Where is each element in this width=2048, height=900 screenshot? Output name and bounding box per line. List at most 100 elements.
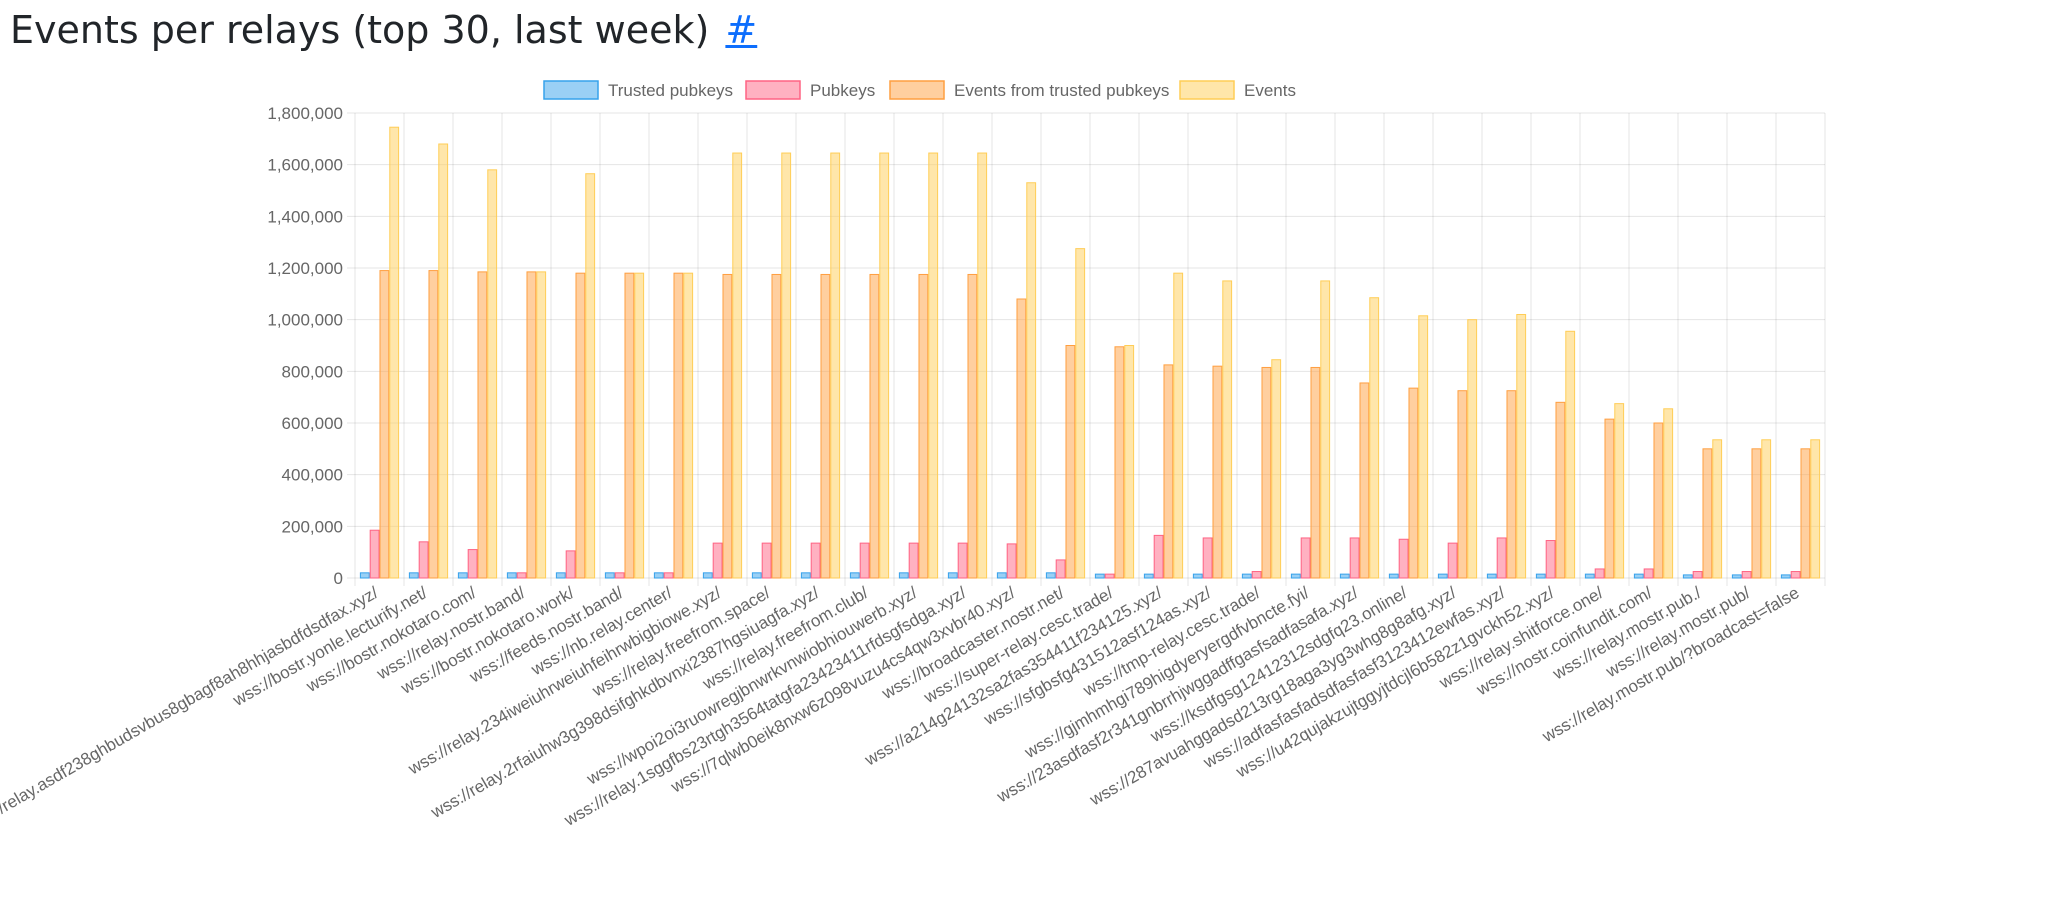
bar <box>918 273 929 579</box>
bar <box>1731 574 1742 579</box>
bar <box>1104 573 1115 579</box>
bar <box>908 542 919 579</box>
bar <box>1388 573 1399 579</box>
y-axis-ticks: 0 200,000 400,000 600,000 800,000 1,000,000 1,… <box>267 104 343 588</box>
bar <box>1398 538 1409 579</box>
x-axis-ticks: wss://relay.asdf238ghbudsvbus8gbagf8ah8h… <box>0 583 1803 838</box>
bar <box>1261 366 1272 579</box>
bar <box>761 542 772 579</box>
bar <box>1300 537 1311 579</box>
bar <box>1633 573 1644 579</box>
bar <box>604 572 615 579</box>
bar <box>928 152 939 579</box>
bar <box>359 572 370 579</box>
bar <box>408 572 419 579</box>
bar <box>575 272 586 579</box>
bar <box>1143 573 1154 579</box>
chart-bars <box>359 126 1821 579</box>
y-tick-label: 1,000,000 <box>267 311 343 330</box>
bar <box>702 572 713 579</box>
legend-label: Events <box>1244 81 1296 100</box>
bar <box>624 272 635 579</box>
bar <box>536 271 547 579</box>
bar <box>1653 422 1664 579</box>
bar <box>1437 573 1448 579</box>
bar <box>957 542 968 579</box>
bar <box>1016 298 1027 579</box>
bar <box>869 273 880 579</box>
bar <box>634 272 645 579</box>
bar <box>820 273 831 579</box>
bar <box>1114 346 1125 579</box>
bar <box>1320 280 1331 579</box>
bar <box>683 272 694 579</box>
bar <box>996 572 1007 579</box>
bar <box>1741 571 1752 579</box>
bar <box>369 529 380 579</box>
bar <box>722 273 733 579</box>
bar <box>849 572 860 579</box>
bar <box>1584 573 1595 579</box>
bar <box>1594 568 1605 579</box>
y-tick-label: 800,000 <box>282 362 343 381</box>
bar <box>771 273 782 579</box>
bar <box>457 572 468 579</box>
bar <box>1810 439 1821 579</box>
bar <box>1418 315 1429 579</box>
chart-grid <box>347 112 1826 586</box>
legend-swatch <box>1179 80 1235 100</box>
bar <box>732 152 743 579</box>
anchor-link[interactable]: # <box>725 8 758 52</box>
bar <box>1271 359 1282 579</box>
legend-label: Pubkeys <box>810 81 875 100</box>
bar <box>1604 418 1615 579</box>
bar <box>1496 537 1507 579</box>
bar <box>418 541 429 579</box>
bar <box>712 542 723 579</box>
bar <box>830 152 841 579</box>
bar <box>1712 439 1723 579</box>
bar <box>1094 573 1105 579</box>
bar <box>467 549 478 579</box>
bar <box>1516 314 1527 579</box>
bar <box>1643 568 1654 579</box>
bar <box>526 271 537 579</box>
bar <box>1790 571 1801 579</box>
bar <box>673 272 684 579</box>
bar <box>1075 248 1086 579</box>
bar <box>751 572 762 579</box>
y-tick-label: 1,400,000 <box>267 207 343 226</box>
bar <box>1780 574 1791 579</box>
bar <box>947 572 958 579</box>
x-tick-label: wss://bostr.yonle.lecturify.net/ <box>229 583 431 710</box>
bar <box>1212 365 1223 579</box>
legend-swatch <box>543 80 599 100</box>
bar <box>1310 366 1321 579</box>
bar <box>438 143 449 579</box>
y-tick-label: 1,800,000 <box>267 104 343 123</box>
bar <box>1486 573 1497 579</box>
bar <box>1800 448 1811 579</box>
chart-legend: Trusted pubkeys Pubkeys Events from truste… <box>543 80 1296 100</box>
bar <box>1555 401 1566 579</box>
bar <box>1545 540 1556 579</box>
bar <box>1290 573 1301 579</box>
y-tick-label: 400,000 <box>282 466 343 485</box>
bar <box>1692 571 1703 579</box>
bar <box>428 270 439 579</box>
bar <box>1026 182 1037 579</box>
bar <box>555 572 566 579</box>
bar <box>1682 574 1693 579</box>
page-title: Events per relays (top 30, last week) # <box>10 8 757 52</box>
bar <box>810 542 821 579</box>
bar <box>585 173 596 579</box>
legend-label: Trusted pubkeys <box>608 81 733 100</box>
bar <box>1241 573 1252 579</box>
y-tick-label: 1,600,000 <box>267 156 343 175</box>
bar <box>1173 272 1184 579</box>
bar <box>1447 542 1458 579</box>
bar <box>506 572 517 579</box>
bar <box>1065 345 1076 579</box>
bar <box>614 572 625 579</box>
bar <box>781 152 792 579</box>
